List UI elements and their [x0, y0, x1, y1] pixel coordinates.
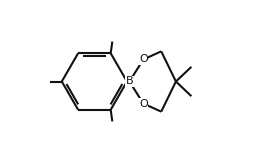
Text: O: O — [139, 54, 148, 65]
Text: B: B — [126, 76, 133, 87]
Text: O: O — [139, 98, 148, 109]
